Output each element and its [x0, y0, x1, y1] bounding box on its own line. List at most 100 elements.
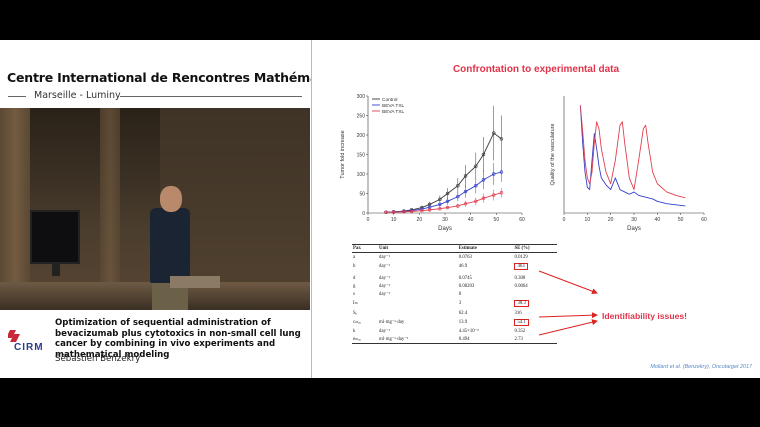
- identifiability-label: Identifiability issues!: [602, 311, 688, 321]
- table-cell: day⁻¹: [379, 254, 390, 260]
- table-cell: 2.73: [513, 335, 557, 345]
- data-point: [456, 183, 460, 188]
- data-point: [499, 137, 504, 141]
- x-tick-label: 40: [468, 217, 474, 223]
- reference-citation: Mollard et al. (Benzekry), Oncotarget 20…: [650, 364, 752, 370]
- table-cell: s: [353, 292, 355, 298]
- y-tick-label: 300: [357, 94, 366, 100]
- x-tick-label: 10: [391, 217, 397, 223]
- speaker-panel: Centre International de Rencontres Mathé…: [0, 40, 361, 378]
- table-cell: ml·mg⁻¹·day: [379, 319, 405, 325]
- table-cell: 13.9: [458, 319, 468, 325]
- table-header-cell: SE (%): [513, 243, 557, 254]
- slide: Confrontation to experimental data 0 10 20…: [312, 40, 760, 378]
- data-point: [463, 174, 468, 178]
- table-cell: [378, 299, 458, 309]
- table-cell: d: [353, 276, 356, 282]
- table-cell: b: [353, 264, 356, 270]
- slide-title: Confrontation to experimental data: [452, 64, 620, 75]
- table-header-cell: Estimate: [457, 243, 514, 254]
- table-cell: 0.00203: [458, 284, 475, 290]
- logo-text: CIRM: [14, 342, 44, 353]
- tumor-growth-chart: 0 10 20 30 40 50 60 0 50 100 150 200 250 300 Days Tumor…: [340, 94, 525, 232]
- table-cell: day⁻¹: [379, 284, 390, 290]
- desk-items: [170, 276, 220, 288]
- series-line: [579, 105, 686, 199]
- data-point: [445, 205, 450, 210]
- table-cell: 4.45×10⁻³: [458, 328, 479, 334]
- data-point: [445, 199, 450, 204]
- table-header-cell: Unit: [378, 243, 458, 254]
- table-row: s day⁻¹ 0: [352, 291, 557, 299]
- data-point: [463, 201, 468, 206]
- video-frame: Centre International de Rencontres Mathé…: [0, 40, 760, 378]
- arrow-line: [538, 319, 598, 336]
- table-header-cell: Par.: [352, 243, 379, 254]
- data-point: [456, 204, 460, 208]
- x-tick-label: 20: [608, 217, 614, 223]
- data-point: [474, 183, 478, 188]
- table-cell: day⁻¹: [379, 328, 390, 334]
- x-tick-label: 60: [701, 217, 707, 223]
- x-tick-label: 60: [519, 217, 525, 223]
- table-cell: 463: [513, 261, 557, 271]
- series-line: [385, 132, 502, 213]
- series-line: [385, 171, 502, 213]
- data-point: [438, 197, 442, 202]
- table-cell: eₘₐₓ: [352, 335, 379, 345]
- y-axis-label: Quality of the vasculature: [550, 123, 556, 185]
- highlighted-se-box: 463: [514, 263, 528, 271]
- data-point: [391, 210, 396, 214]
- data-point: [492, 172, 496, 176]
- x-axis-label: Days: [438, 226, 452, 232]
- x-tick-label: 50: [494, 217, 500, 223]
- series-line: [579, 105, 686, 207]
- cirm-logo: CIRM: [8, 330, 44, 353]
- table-row: a day⁻¹ 0.0763 0.0129: [352, 253, 557, 262]
- table-cell: ml·mg⁻¹·day⁻¹: [378, 335, 458, 345]
- data-point: [463, 189, 468, 194]
- monitor-stand: [52, 264, 60, 276]
- data-point: [420, 208, 424, 213]
- y-tick-label: 250: [357, 113, 366, 119]
- table-row: eₘₐₓ ml·mg⁻¹·day⁻¹ 0.494 2.73: [352, 335, 557, 345]
- data-point: [492, 193, 496, 197]
- table-row: g day⁻¹ 0.00203 0.0064: [352, 283, 557, 291]
- table-cell: Sₑ: [353, 310, 357, 316]
- talk-title: Optimization of sequential administratio…: [55, 318, 301, 360]
- table-cell: 46.9: [458, 264, 468, 270]
- speaker-video: [0, 108, 310, 310]
- institute-title: Centre International de Rencontres Mathé…: [7, 70, 362, 85]
- table-cell: 0.0129: [514, 254, 528, 260]
- data-point: [474, 199, 478, 204]
- table-cell: 0.0064: [514, 284, 528, 290]
- data-point: [492, 131, 496, 135]
- institute-location: Marseille - Luminy: [34, 90, 121, 101]
- table-cell: 0.308: [514, 276, 526, 282]
- desk-monitor: [30, 210, 80, 264]
- data-point: [499, 191, 504, 195]
- data-point: [445, 191, 450, 196]
- table-cell: 62.4: [458, 310, 468, 316]
- data-point: [499, 170, 504, 174]
- x-tick-label: 0: [367, 217, 370, 223]
- table-cell: day⁻¹: [379, 264, 390, 270]
- table-cell: day⁻¹: [379, 292, 390, 298]
- y-tick-label: 100: [357, 172, 366, 178]
- x-tick-label: 50: [678, 217, 684, 223]
- table-row: d day⁻¹ 0.0745 0.308: [352, 275, 557, 283]
- table-cell: g: [353, 284, 356, 290]
- table-cell: [378, 309, 458, 317]
- table-cell: 3: [458, 301, 462, 307]
- table-cell: 38.3: [513, 299, 557, 309]
- x-tick-label: 0: [563, 217, 566, 223]
- annotation-arrows: [538, 270, 598, 336]
- highlighted-se-box: 54.1: [514, 318, 529, 326]
- wood-pillar: [100, 108, 120, 310]
- table-row: k day⁻¹ 4.45×10⁻³ 0.352: [352, 327, 557, 335]
- arrow-line: [538, 270, 598, 295]
- table-row: Sₑ 62.4 316: [352, 309, 557, 317]
- table-cell: 0.0763: [458, 254, 472, 260]
- subtitle-rule-left: [8, 96, 26, 97]
- panel-divider: [311, 40, 312, 378]
